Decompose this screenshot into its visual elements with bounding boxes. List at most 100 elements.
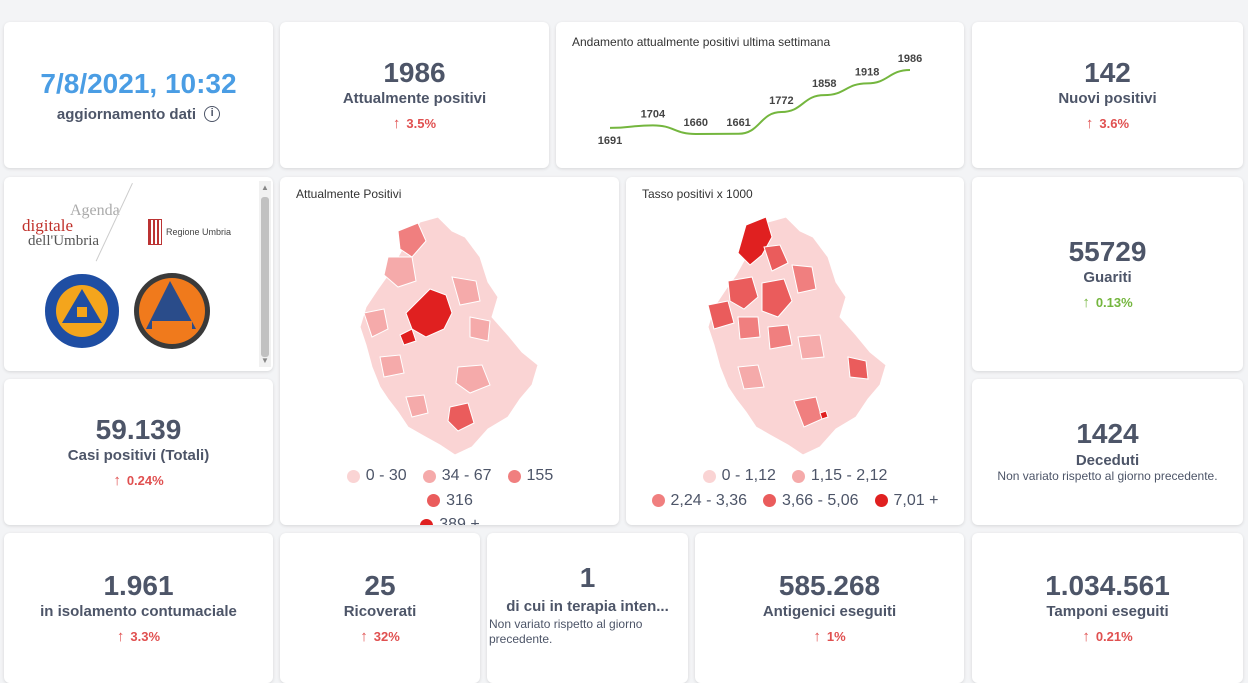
ricoverati-label: Ricoverati (343, 603, 417, 621)
logos-card: Agenda digitale dell'Umbria Regione Umbr… (4, 177, 273, 371)
arrow-up-icon: ↑ (1082, 628, 1090, 646)
trend-data-label: 1858 (812, 78, 836, 90)
legend-dot-icon (791, 469, 805, 483)
legend-dot-icon (702, 469, 716, 483)
legend-label: 155 (526, 467, 554, 484)
regione-umbria-logo: Regione Umbria (148, 219, 231, 245)
legend-label: 2,24 - 3,36 (670, 491, 748, 509)
trend-data-label: 1772 (769, 95, 793, 107)
trend-value: 1% (826, 629, 846, 645)
ricoverati-value: 25 (364, 569, 396, 601)
antigenici-trend: ↑ 1% (813, 628, 845, 645)
legend-label: 34 - 67 (441, 467, 492, 484)
map-tasso-positivi-card: Tasso positivi x 1000 0 - 1,12 1,15 - 2,1… (626, 177, 964, 525)
legend-dot-icon (874, 494, 888, 507)
deceduti-value: 1424 (1076, 418, 1139, 450)
legend-item[interactable]: 0 - 1,12 (702, 465, 776, 487)
trend-value: 3.5% (406, 116, 437, 132)
regione-umbria-emblem-icon (148, 219, 162, 245)
nuovi-positivi-trend: ↑ 3.6% (1086, 115, 1129, 132)
scroll-down-icon[interactable]: ▼ (261, 356, 269, 365)
attualmente-positivi-value: 1986 (383, 56, 446, 88)
trend-value: 3.6% (1099, 116, 1130, 132)
trend-data-label: 1918 (855, 66, 879, 78)
trend-value: 32% (373, 629, 400, 645)
logos-scrollbar[interactable]: ▲ ▼ (259, 181, 271, 367)
casi-totali-trend: ↑ 0.24% (113, 472, 163, 489)
casi-totali-label: Casi positivi (Totali) (67, 447, 210, 465)
legend-label: 389 + (439, 516, 480, 525)
info-icon[interactable]: i (204, 106, 221, 122)
trend-chart: 1691 1704 1660 1661 1772 1858 1918 1986 (598, 53, 922, 147)
trend-data-label: 1704 (641, 108, 666, 120)
isolamento-trend: ↑ 3.3% (117, 628, 160, 645)
trend-data-label: 1986 (898, 53, 922, 65)
anci-umbria-prociv-logo (134, 273, 210, 349)
protezione-civile-logo (43, 272, 121, 350)
legend-item[interactable]: 7,01 + (874, 490, 939, 512)
legend-dot-icon (763, 494, 777, 507)
legend-item[interactable]: 389 + (420, 514, 480, 525)
update-date: 7/8/2021, 10:32 (40, 67, 237, 99)
terapia-note: Non variato rispetto al giorno precedent… (489, 616, 643, 647)
arrow-up-icon: ↑ (1082, 294, 1090, 312)
attualmente-positivi-label: Attualmente positivi (342, 90, 487, 108)
nuovi-positivi-value: 142 (1084, 56, 1131, 88)
terapia-card: 1 di cui in terapia inten... Non variato… (487, 533, 688, 683)
legend-item[interactable]: 0 - 30 (346, 465, 407, 487)
arrow-up-icon: ↑ (113, 472, 121, 490)
casi-totali-value: 59.139 (95, 413, 182, 445)
casi-totali-card: 59.139 Casi positivi (Totali) ↑ 0.24% (4, 379, 273, 525)
isolamento-value: 1.961 (103, 569, 174, 601)
antigenici-value: 585.268 (778, 569, 881, 601)
deceduti-label: Deceduti (1075, 452, 1140, 470)
antigenici-card: 585.268 Antigenici eseguiti ↑ 1% (695, 533, 964, 683)
trend-value: 0.21% (1095, 629, 1133, 645)
legend-item[interactable]: 155 (507, 465, 554, 487)
arrow-up-icon: ↑ (1085, 115, 1094, 133)
terapia-value: 1 (579, 562, 596, 593)
deceduti-card: 1424 Deceduti Non variato rispetto al gi… (972, 379, 1243, 525)
legend-item[interactable]: 1,15 - 2,12 (791, 465, 888, 487)
ricoverati-trend: ↑ 32% (360, 628, 400, 645)
map2-legend: 0 - 1,12 1,15 - 2,12 2,24 - 3,36 3,66 - 5,0… (640, 465, 950, 514)
agenda-line3: dell'Umbria (28, 233, 100, 250)
update-label-row: aggiornamento dati i (57, 106, 221, 123)
tamponi-trend: ↑ 0.21% (1082, 628, 1132, 645)
agenda-line1: Agenda (70, 202, 120, 219)
trend-value: 3.3% (130, 629, 161, 645)
tamponi-value: 1.034.561 (1045, 569, 1170, 601)
arrow-up-icon: ↑ (392, 115, 401, 133)
attualmente-positivi-trend: ↑ 3.5% (393, 115, 436, 132)
legend-item[interactable]: 34 - 67 (422, 465, 492, 487)
nuovi-positivi-label: Nuovi positivi (1058, 90, 1157, 108)
ricoverati-card: 25 Ricoverati ↑ 32% (280, 533, 480, 683)
trend-value: 0.24% (126, 473, 164, 489)
trend-data-label: 1661 (726, 117, 750, 129)
legend-item[interactable]: 3,66 - 5,06 (763, 490, 859, 512)
update-card: 7/8/2021, 10:32 aggiornamento dati i (4, 22, 273, 168)
legend-label: 1,15 - 2,12 (810, 467, 888, 484)
legend-label: 7,01 + (893, 491, 939, 509)
attualmente-positivi-card: 1986 Attualmente positivi ↑ 3.5% (280, 22, 549, 168)
legend-label: 0 - 30 (365, 467, 407, 484)
legend-item[interactable]: 316 (427, 490, 473, 512)
guariti-card: 55729 Guariti ↑ 0.13% (972, 177, 1243, 371)
terapia-label: di cui in terapia inten... (506, 597, 669, 615)
umbria-map-2[interactable] (626, 207, 964, 487)
legend-item[interactable]: 2,24 - 3,36 (651, 490, 748, 512)
map-attualmente-positivi-card: Attualmente Positivi 0 - 30 34 - 67 155 316… (280, 177, 619, 525)
scroll-thumb[interactable] (261, 197, 269, 357)
umbria-map-1[interactable] (280, 207, 619, 487)
legend-dot-icon (427, 494, 441, 507)
legend-dot-icon (420, 518, 434, 525)
agenda-line2: digitale (22, 216, 73, 236)
trend-chart-title: Andamento attualmente positivi ultima se… (572, 35, 831, 49)
trend-data-label: 1660 (683, 117, 707, 129)
legend-label: 3,66 - 5,06 (782, 491, 859, 509)
tamponi-label: Tamponi eseguiti (1046, 603, 1169, 621)
map1-title: Attualmente Positivi (296, 187, 402, 201)
nuovi-positivi-card: 142 Nuovi positivi ↑ 3.6% (972, 22, 1243, 168)
scroll-up-icon[interactable]: ▲ (261, 183, 269, 192)
map1-legend: 0 - 30 34 - 67 155 316 389 + (310, 465, 590, 525)
